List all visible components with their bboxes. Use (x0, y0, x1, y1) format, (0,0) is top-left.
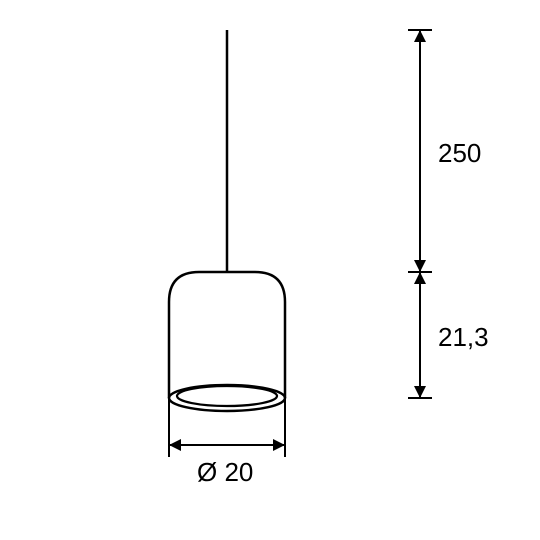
dimension-label-diameter: Ø 20 (197, 457, 253, 488)
dimension-label-cable: 250 (438, 138, 481, 169)
dimension-label-body: 21,3 (438, 322, 489, 353)
technical-drawing: 250 21,3 Ø 20 (0, 0, 540, 540)
